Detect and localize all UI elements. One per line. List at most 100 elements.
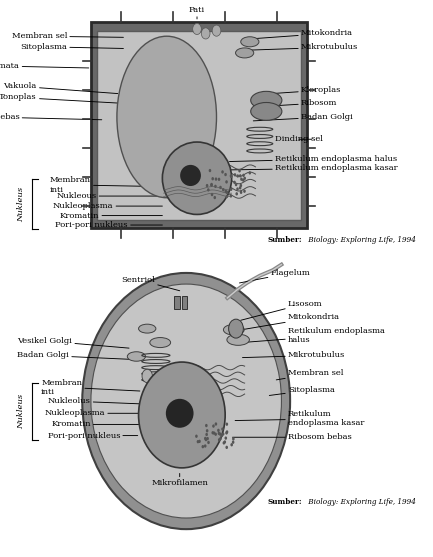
Circle shape [210,183,213,186]
Circle shape [239,186,242,189]
Circle shape [239,174,242,178]
Circle shape [201,28,210,39]
Text: Flagelum: Flagelum [239,269,310,283]
Circle shape [221,170,224,174]
Circle shape [226,195,228,198]
Circle shape [225,180,228,184]
FancyBboxPatch shape [174,296,180,309]
Circle shape [215,178,217,181]
Ellipse shape [236,48,254,58]
Text: Retikulum
endoplasma kasar: Retikulum endoplasma kasar [235,411,364,427]
Circle shape [242,178,245,182]
Circle shape [205,433,208,436]
Text: Nukleoplasma: Nukleoplasma [45,409,140,417]
FancyBboxPatch shape [182,296,187,309]
Text: Membran sel: Membran sel [12,32,123,40]
Text: Sitoplasma: Sitoplasma [20,43,123,51]
Text: Membran
inti: Membran inti [50,177,162,193]
Text: Mikrotubulus: Mikrotubulus [249,43,358,51]
Circle shape [224,437,227,440]
Circle shape [211,431,214,434]
FancyBboxPatch shape [91,22,307,228]
Circle shape [240,190,242,194]
Circle shape [142,369,152,383]
Text: Vesikel Golgi: Vesikel Golgi [17,337,129,348]
Text: Vakuola: Vakuola [3,82,118,94]
Circle shape [201,445,204,448]
Text: Membran
inti: Membran inti [41,379,140,395]
Ellipse shape [139,362,225,468]
Circle shape [230,175,233,178]
Circle shape [233,180,236,184]
Circle shape [224,173,227,176]
Circle shape [219,185,222,189]
Text: Kromatin: Kromatin [60,212,162,219]
Circle shape [226,431,228,434]
FancyBboxPatch shape [97,31,301,220]
Circle shape [207,188,210,192]
Circle shape [239,184,242,187]
Ellipse shape [241,37,259,47]
Circle shape [240,178,243,181]
Text: Nukleoplasma: Nukleoplasma [53,202,162,210]
Circle shape [215,422,217,426]
Circle shape [213,432,215,435]
Ellipse shape [251,91,282,109]
Text: Sentriol: Sentriol [121,276,180,291]
Circle shape [218,432,220,435]
Circle shape [222,188,225,192]
Circle shape [212,424,215,428]
Text: Biology: Exploring Life, 1994: Biology: Exploring Life, 1994 [306,499,416,506]
Circle shape [193,23,201,35]
Text: Nukleolus: Nukleolus [48,397,140,405]
Ellipse shape [162,142,232,214]
Circle shape [226,423,228,426]
Text: Nukleus: Nukleus [18,187,26,222]
Circle shape [214,433,217,436]
Text: Mikrotubulus: Mikrotubulus [242,351,345,359]
Ellipse shape [227,334,249,345]
Circle shape [218,438,220,442]
Text: Kloroplas: Kloroplas [255,86,341,95]
Circle shape [234,173,236,177]
Text: Pori-pori nukleus: Pori-pori nukleus [55,221,162,229]
Circle shape [212,25,221,36]
Text: Nukleus: Nukleus [18,394,26,429]
Ellipse shape [117,36,216,198]
Circle shape [205,438,207,441]
Circle shape [230,443,233,446]
Text: Ribosom bebas: Ribosom bebas [0,113,102,121]
Ellipse shape [82,273,290,529]
Text: Pori-pori nukleus: Pori-pori nukleus [48,432,138,439]
Circle shape [166,367,176,380]
Circle shape [223,441,225,444]
Text: Biology: Exploring Life, 1994: Biology: Exploring Life, 1994 [306,236,416,243]
Circle shape [242,174,245,177]
Text: Tonoplas: Tonoplas [0,94,118,103]
Circle shape [213,196,216,199]
Circle shape [230,188,233,191]
Text: Pati: Pati [189,6,205,19]
Circle shape [206,184,208,187]
Circle shape [209,169,211,172]
Circle shape [204,444,207,448]
Ellipse shape [150,338,171,348]
Circle shape [222,432,224,436]
Text: Dinding sel: Dinding sel [275,135,323,143]
Circle shape [226,191,228,194]
Text: Mitokondria: Mitokondria [249,30,353,39]
Circle shape [229,319,243,338]
Ellipse shape [91,284,281,518]
Text: Retikulum endoplasma halus: Retikulum endoplasma halus [229,155,397,163]
Text: Membran sel: Membran sel [276,369,343,380]
Text: Nukleous: Nukleous [56,192,162,200]
Text: Badan Golgi: Badan Golgi [253,113,353,121]
Ellipse shape [127,352,145,361]
Text: Badan Golgi: Badan Golgi [17,351,129,359]
Text: Mitokondria: Mitokondria [242,314,340,330]
Circle shape [198,439,201,443]
Circle shape [214,185,217,188]
Text: Sumber:: Sumber: [268,499,302,506]
Circle shape [205,424,208,427]
Circle shape [232,437,235,441]
